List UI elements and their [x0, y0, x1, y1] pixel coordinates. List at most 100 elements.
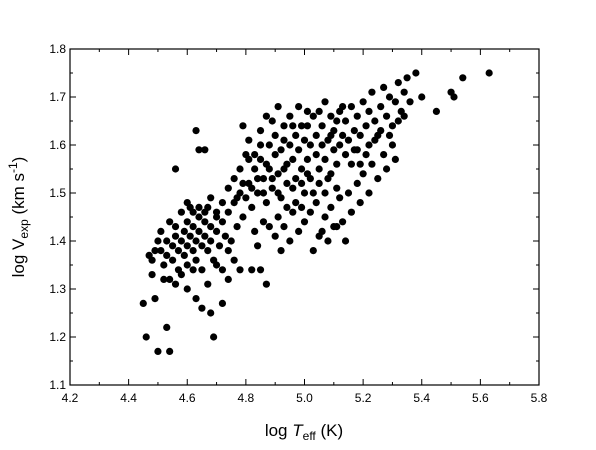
data-point [350, 146, 358, 154]
data-point [341, 117, 350, 125]
data-point [163, 251, 171, 259]
x-tick-label: 5.2 [355, 391, 372, 405]
data-point [239, 213, 247, 221]
data-point [171, 280, 180, 288]
data-point [297, 203, 306, 211]
data-point [163, 323, 171, 331]
data-point [218, 266, 227, 274]
data-point [377, 127, 385, 135]
data-point [177, 237, 185, 245]
data-point [318, 141, 326, 149]
data-point [283, 179, 291, 187]
y-axis-ticks: 1.1 1.2 1.3 1.4 1.5 1.6 1.7 1.8 [49, 42, 539, 392]
data-point [292, 175, 300, 183]
data-point [271, 232, 279, 240]
data-point [265, 223, 273, 231]
data-point [192, 295, 200, 303]
data-point [207, 194, 215, 202]
data-point [312, 131, 320, 139]
data-point [400, 112, 408, 120]
data-point [262, 199, 270, 207]
data-point [385, 93, 394, 101]
y-tick-label: 1.1 [49, 378, 66, 392]
data-point [391, 155, 399, 163]
data-point [330, 146, 338, 154]
data-point [204, 247, 212, 255]
data-point [365, 189, 373, 197]
data-point [174, 247, 183, 255]
data-point [295, 146, 303, 154]
data-point [254, 189, 262, 197]
data-point [277, 146, 285, 154]
data-point [286, 112, 294, 120]
data-point [207, 309, 215, 317]
data-point [277, 247, 285, 255]
data-point [157, 247, 165, 255]
data-point [259, 189, 268, 197]
data-point [300, 218, 309, 226]
data-point [201, 232, 209, 240]
data-point [406, 98, 414, 106]
data-point [271, 131, 279, 139]
data-point [362, 151, 370, 159]
data-point [315, 165, 323, 173]
data-point [218, 199, 227, 207]
data-point [280, 165, 288, 173]
data-point [371, 136, 379, 144]
x-tick-label: 5.6 [472, 391, 489, 405]
data-point [154, 237, 162, 245]
data-point [242, 194, 250, 202]
data-point [382, 112, 391, 120]
data-point [195, 227, 203, 235]
data-point [233, 194, 241, 202]
data-point [171, 223, 180, 231]
data-point [180, 227, 188, 235]
data-point [321, 155, 329, 163]
data-point [166, 275, 174, 283]
data-point [400, 88, 408, 96]
data-point [292, 199, 300, 207]
x-axis-title: log Teff (K) [265, 421, 343, 443]
data-point [230, 256, 238, 264]
y-tick-label: 1.7 [49, 90, 66, 104]
data-point [336, 194, 344, 202]
data-point [353, 112, 361, 120]
x-tick-label: 4.4 [120, 391, 137, 405]
data-point [201, 208, 209, 216]
data-point [207, 237, 215, 245]
data-point [265, 141, 273, 149]
data-point [297, 179, 306, 187]
data-point [251, 165, 259, 173]
y-tick-label: 1.8 [49, 42, 66, 56]
data-point [192, 237, 200, 245]
data-point [171, 232, 180, 240]
data-point [365, 107, 373, 115]
data-point [262, 280, 270, 288]
data-point [333, 223, 341, 231]
data-point [300, 189, 309, 197]
data-point [292, 131, 300, 139]
data-point [377, 103, 385, 111]
data-point [353, 179, 361, 187]
data-point [374, 175, 382, 183]
data-point [183, 199, 191, 207]
data-point [198, 304, 206, 312]
data-point [347, 160, 355, 168]
x-tick-label: 5.4 [413, 391, 430, 405]
data-point [315, 179, 323, 187]
data-point [274, 213, 282, 221]
data-point [256, 141, 265, 149]
data-point [160, 261, 168, 269]
data-point [224, 208, 232, 216]
data-point [297, 165, 306, 173]
data-point [286, 141, 294, 149]
data-point [356, 199, 364, 207]
data-point [256, 127, 265, 135]
data-point [218, 218, 227, 226]
data-point [268, 117, 276, 125]
data-point [242, 151, 250, 159]
data-point [303, 170, 312, 178]
data-point [368, 160, 376, 168]
data-point [274, 170, 282, 178]
data-point [459, 74, 467, 82]
